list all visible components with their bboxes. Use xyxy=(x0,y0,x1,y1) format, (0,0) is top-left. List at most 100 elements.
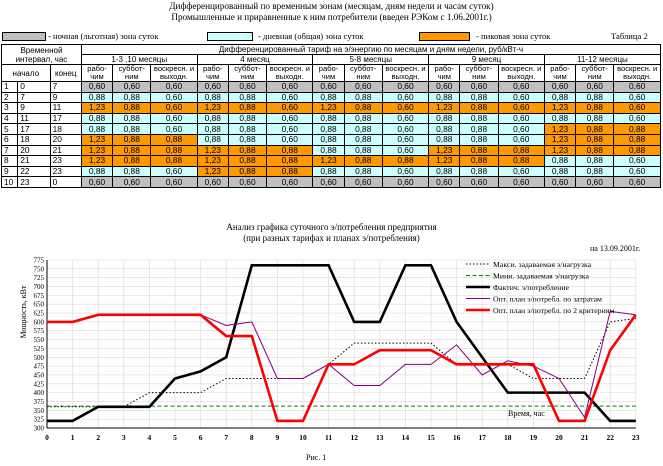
tariff-cell: 0,60 xyxy=(543,81,577,93)
day-type-header: рабо-чим xyxy=(428,64,461,82)
y-tick-label: 375 xyxy=(34,398,45,406)
day-type-header: рабо-чим xyxy=(312,64,345,82)
day-type-header: воскресн. и выходн. xyxy=(613,64,661,82)
month-group-header: 5-8 месяцы xyxy=(312,54,430,65)
tariff-cell: 0,88 xyxy=(343,102,383,114)
y-tick-label: 300 xyxy=(34,425,45,433)
x-tick-label: 8 xyxy=(250,433,254,442)
y-tick-label: 525 xyxy=(34,345,45,353)
tariff-cell: 0,88 xyxy=(381,155,430,167)
tariff-cell: 0,60 xyxy=(266,102,314,114)
tariff-cell: 0,60 xyxy=(497,102,545,114)
tariff-cell: 1,23 xyxy=(312,102,345,114)
tariff-cell: 0,88 xyxy=(428,91,461,104)
tariff-cell: 0,88 xyxy=(112,165,152,178)
row-number: 2 xyxy=(0,91,19,104)
tariff-cell: 0,88 xyxy=(312,123,345,135)
tariff-cell: 0,88 xyxy=(227,144,268,157)
tariff-cell: 1,23 xyxy=(196,144,229,157)
tariff-cell: 1,23 xyxy=(196,165,229,178)
tariff-cell: 0,88 xyxy=(575,91,615,104)
y-tick-label: 775 xyxy=(34,257,45,265)
tariff-cell: 0,88 xyxy=(80,165,114,178)
interval-end: 23 xyxy=(49,155,82,167)
tariff-cell: 1,23 xyxy=(543,102,577,114)
tariff-cell: 1,23 xyxy=(80,155,114,167)
tariff-cell: 0,88 xyxy=(343,133,383,146)
tariff-cell: 0,88 xyxy=(112,102,152,114)
y-tick-label: 700 xyxy=(34,283,45,291)
row-number: 5 xyxy=(0,123,19,135)
tariff-cell: 0,88 xyxy=(266,165,314,178)
tariff-cell: 0,88 xyxy=(575,165,615,178)
tariff-cell: 0,88 xyxy=(227,165,268,178)
tariff-cell: 0,88 xyxy=(459,123,499,135)
tariff-cell: 1,23 xyxy=(543,144,577,157)
table-row: 1 0 7 0,60 0,60 0,60 0,60 0,60 0,60 0,60 0,60 0,60 0… xyxy=(0,81,661,93)
month-group-header: 4 месяц xyxy=(196,54,314,65)
interval-start: 9 xyxy=(17,102,51,114)
day-type-header: суббот-ним xyxy=(227,64,268,82)
day-type-header: суббот-ним xyxy=(343,64,383,82)
tariff-cell: 0,88 xyxy=(343,91,383,104)
tariff-cell: 0,88 xyxy=(575,123,615,135)
interval-start: 22 xyxy=(17,165,51,178)
month-group-header: 11-12 месяцы xyxy=(543,54,662,65)
tariff-cell: 0,88 xyxy=(266,144,314,157)
tariff-cell: 0,88 xyxy=(150,155,198,167)
tariff-cell: 0,88 xyxy=(575,155,615,167)
page-title: Дифференцированный по временным зонам (м… xyxy=(169,1,494,11)
y-tick-label: 550 xyxy=(34,336,45,344)
month-group-header: 9 месяц xyxy=(428,54,545,65)
tariff-cell: 0,88 xyxy=(343,165,383,178)
day-type-header: воскресн. и выходн. xyxy=(381,64,430,82)
tariff-cell: 0,88 xyxy=(112,144,152,157)
tariff-cell: 0,60 xyxy=(112,81,152,93)
tariff-cell: 0,60 xyxy=(150,102,198,114)
tariff-cell: 0,88 xyxy=(428,133,461,146)
tariff-cell: 1,23 xyxy=(543,133,577,146)
x-tick-label: 9 xyxy=(276,433,280,442)
tariff-cell: 0,60 xyxy=(150,91,198,104)
interval-end: 7 xyxy=(49,81,82,93)
tariff-cell: 0,60 xyxy=(266,91,314,104)
tariff-cell: 0,88 xyxy=(343,155,383,167)
y-tick-label: 475 xyxy=(34,363,45,371)
tariff-cell: 0,88 xyxy=(112,123,152,135)
interval-end: 11 xyxy=(49,102,82,114)
peak-zone-swatch xyxy=(419,32,470,41)
tariff-cell: 0,88 xyxy=(428,123,461,135)
tariff-cell: 0,88 xyxy=(266,155,314,167)
series-line-2 xyxy=(47,264,636,423)
interval-end: 18 xyxy=(49,123,82,135)
x-tick-label: 6 xyxy=(199,433,203,442)
start-header: начало xyxy=(1,64,51,82)
interval-start: 7 xyxy=(17,91,51,104)
interval-start: 17 xyxy=(17,123,51,135)
legend-label: Макси. задаваемая э/нагрузка xyxy=(493,260,592,269)
tariff-cell: 0,88 xyxy=(112,133,152,146)
tariff-cell: 0,60 xyxy=(266,81,314,93)
tariff-cell: 0,60 xyxy=(196,81,229,93)
tariff-cell: 0,60 xyxy=(575,81,615,93)
tariff-cell: 0,88 xyxy=(428,165,461,178)
tariff-cell: 0,60 xyxy=(497,176,545,188)
month-group-header: 1-3 ,10 месяцы xyxy=(80,54,198,65)
tariff-cell: 0,60 xyxy=(80,176,114,188)
x-tick-label: 2 xyxy=(96,433,100,442)
tariff-cell: 1,23 xyxy=(80,133,114,146)
y-tick-label: 450 xyxy=(34,371,45,379)
tariff-cell: 0,88 xyxy=(227,91,268,104)
tariff-cell: 0,88 xyxy=(150,133,198,146)
chart-date: на 13.09.2001г. xyxy=(590,244,641,253)
tariff-cell: 0,60 xyxy=(543,176,577,188)
tariff-cell: 0,88 xyxy=(613,123,661,135)
row-number: 1 xyxy=(0,81,19,93)
tariff-cell: 0,88 xyxy=(459,144,499,157)
legend-label: Мини. задаваемая э/нагрузка xyxy=(493,272,589,281)
x-axis-label: Время, час xyxy=(508,409,545,418)
tariff-cell: 0,60 xyxy=(150,165,198,178)
table-row: 9 22 23 0,88 0,88 0,60 1,23 0,88 0,88 0,88 0,88 0,6… xyxy=(0,165,661,178)
tariff-cell: 0,88 xyxy=(112,112,152,125)
tariff-cell: 0,88 xyxy=(343,144,383,157)
